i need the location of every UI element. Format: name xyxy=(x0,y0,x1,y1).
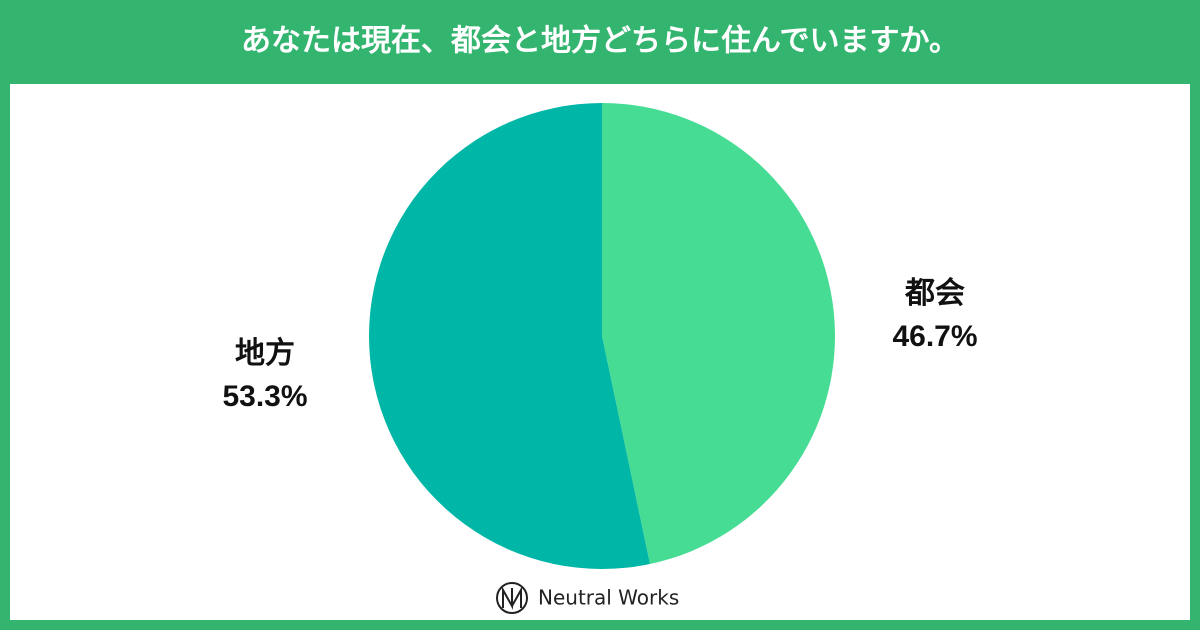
pie-slice xyxy=(602,103,835,565)
pie-slice xyxy=(368,103,650,569)
slice-label: 都会 xyxy=(904,277,965,310)
logo-icon xyxy=(496,582,528,614)
logo-text: Neutral Works xyxy=(538,586,679,610)
chart-title: あなたは現在、都会と地方どちらに住んでいますか。 xyxy=(241,24,959,59)
slice-value-label: 53.3% xyxy=(222,380,307,413)
slice-value-label: 46.7% xyxy=(892,320,977,353)
slice-label: 地方 xyxy=(235,336,295,370)
